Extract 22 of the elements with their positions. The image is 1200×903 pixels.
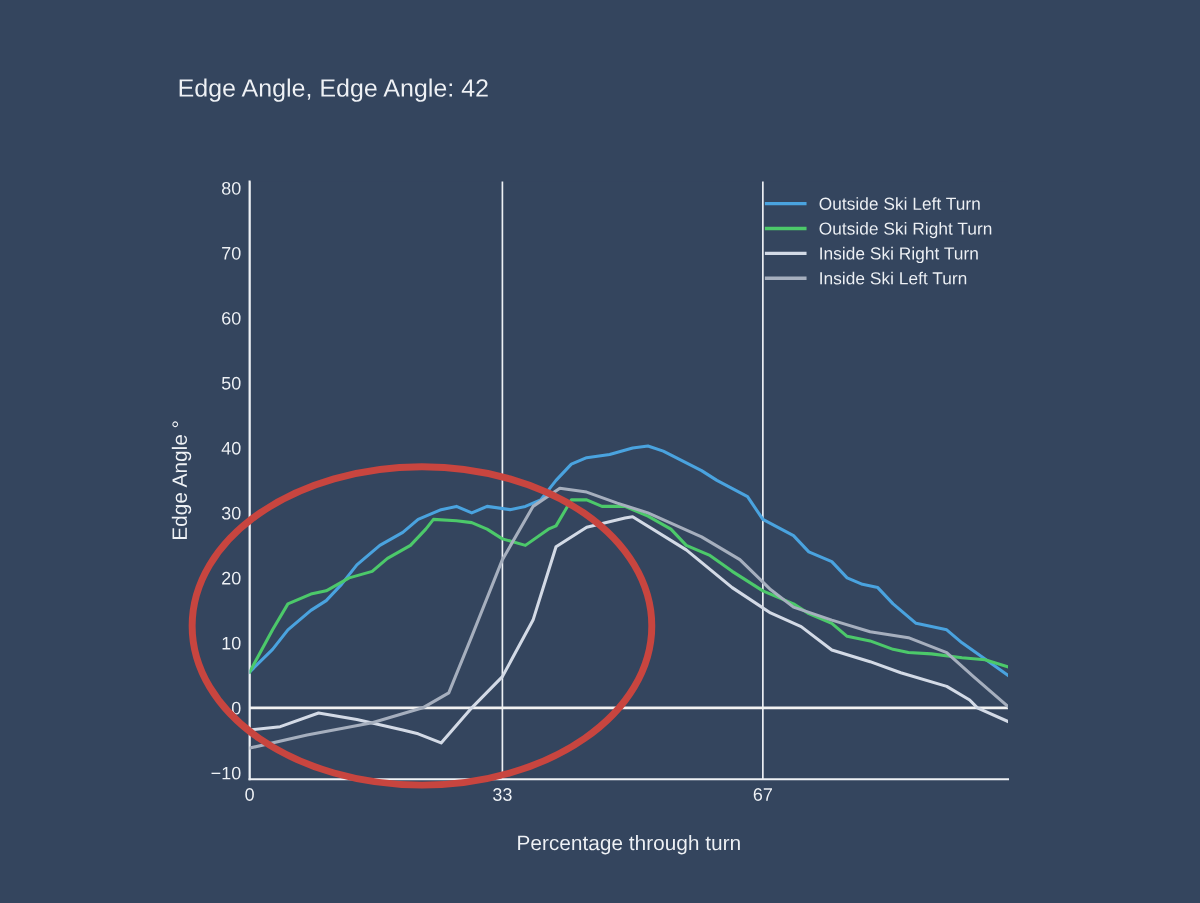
y-tick-label: 80	[221, 181, 241, 195]
y-tick-label: 70	[222, 246, 241, 260]
line-series	[249, 444, 1008, 677]
chart-title: Edge Angle, Edge Angle: 42	[179, 78, 488, 102]
y-tick-label: 20	[222, 571, 241, 585]
y-tick-label: 10	[222, 636, 241, 650]
y-tick-label: 40	[221, 441, 241, 455]
legend-label: Inside Ski Left Turn	[820, 271, 967, 285]
x-tick-label: 67	[753, 788, 772, 801]
legend-label: Outside Ski Left Turn	[819, 197, 980, 210]
x-tick-label: 33	[493, 788, 512, 801]
y-tick-label: 30	[221, 506, 241, 520]
legend-label: Outside Ski Right Turn	[819, 221, 992, 239]
y-axis-title: Edge Angle °	[171, 421, 192, 540]
line-series	[249, 498, 1008, 674]
legend-label: Inside Ski Right Turn	[820, 246, 978, 264]
y-tick-label: 50	[221, 376, 241, 390]
y-tick-label: 0	[231, 701, 241, 715]
x-tick-label: 0	[245, 788, 254, 801]
y-tick-label: −10	[211, 766, 241, 780]
y-tick-label: 60	[222, 311, 241, 325]
x-axis-title: Percentage through turn	[518, 835, 740, 855]
